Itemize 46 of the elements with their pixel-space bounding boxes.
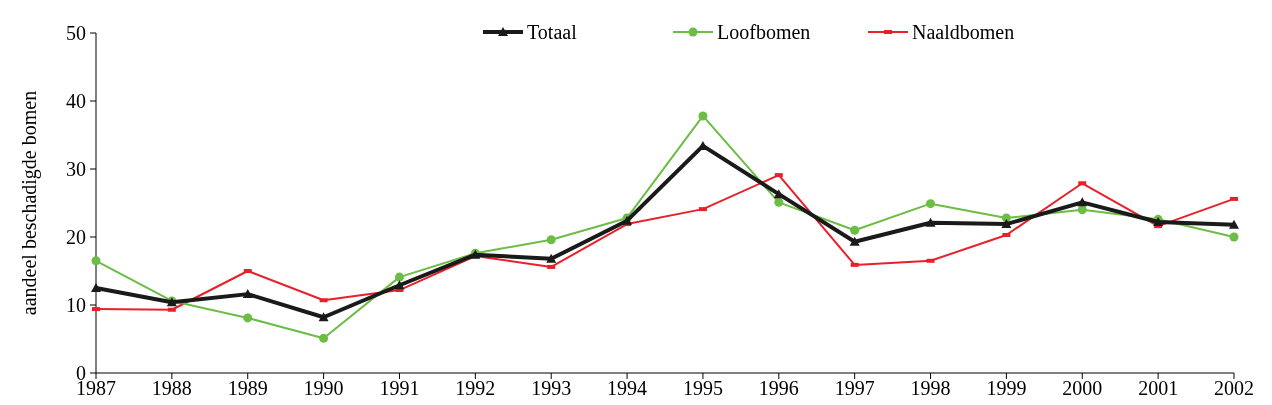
point bbox=[1077, 205, 1087, 215]
x-tick-label: 1991 bbox=[379, 377, 420, 399]
y-axis-title: aandeel beschadigde bomen bbox=[18, 90, 41, 316]
x-tick-label: 1997 bbox=[834, 377, 875, 399]
point bbox=[242, 289, 253, 299]
x-tick-label: 1992 bbox=[455, 377, 496, 399]
x-tick-label: 1999 bbox=[986, 377, 1027, 399]
x-tick-label: 1990 bbox=[303, 377, 344, 399]
x-tick-label: 1993 bbox=[531, 377, 572, 399]
x-tick-label: 1995 bbox=[682, 377, 723, 399]
point bbox=[850, 225, 860, 235]
point bbox=[546, 253, 557, 263]
point bbox=[926, 199, 936, 209]
x-tick-label: 1996 bbox=[758, 377, 799, 399]
x-tick-label: 1994 bbox=[607, 377, 648, 399]
point bbox=[394, 272, 404, 282]
point bbox=[925, 217, 936, 227]
point bbox=[1229, 219, 1239, 229]
x-tick-label: 2000 bbox=[1062, 377, 1103, 399]
y-tick-label: 30 bbox=[66, 158, 86, 180]
point bbox=[1229, 232, 1239, 242]
point bbox=[318, 312, 329, 322]
point bbox=[773, 189, 784, 199]
y-tick-label: 50 bbox=[66, 22, 86, 44]
point bbox=[1077, 197, 1088, 207]
y-tick-label: 20 bbox=[66, 226, 86, 248]
y-tick-label: 40 bbox=[66, 90, 86, 112]
point bbox=[91, 283, 101, 292]
point bbox=[394, 280, 405, 290]
x-tick-label: 1998 bbox=[910, 377, 951, 399]
point bbox=[319, 333, 329, 343]
point bbox=[698, 111, 708, 121]
point bbox=[774, 197, 784, 207]
point bbox=[91, 256, 101, 266]
y-tick-label: 10 bbox=[66, 294, 86, 316]
x-tick-label: 1988 bbox=[151, 377, 192, 399]
point bbox=[849, 236, 860, 246]
x-tick-label: 1989 bbox=[227, 377, 268, 399]
point bbox=[1001, 219, 1012, 229]
legend-label: Loofbomen bbox=[717, 21, 811, 43]
legend-label: Totaal bbox=[527, 21, 578, 43]
x-tick-label: 2002 bbox=[1214, 377, 1254, 399]
legend-label: Naaldbomen bbox=[912, 21, 1015, 43]
point bbox=[546, 235, 556, 245]
x-tick-label: 2001 bbox=[1138, 377, 1179, 399]
point bbox=[243, 313, 253, 323]
